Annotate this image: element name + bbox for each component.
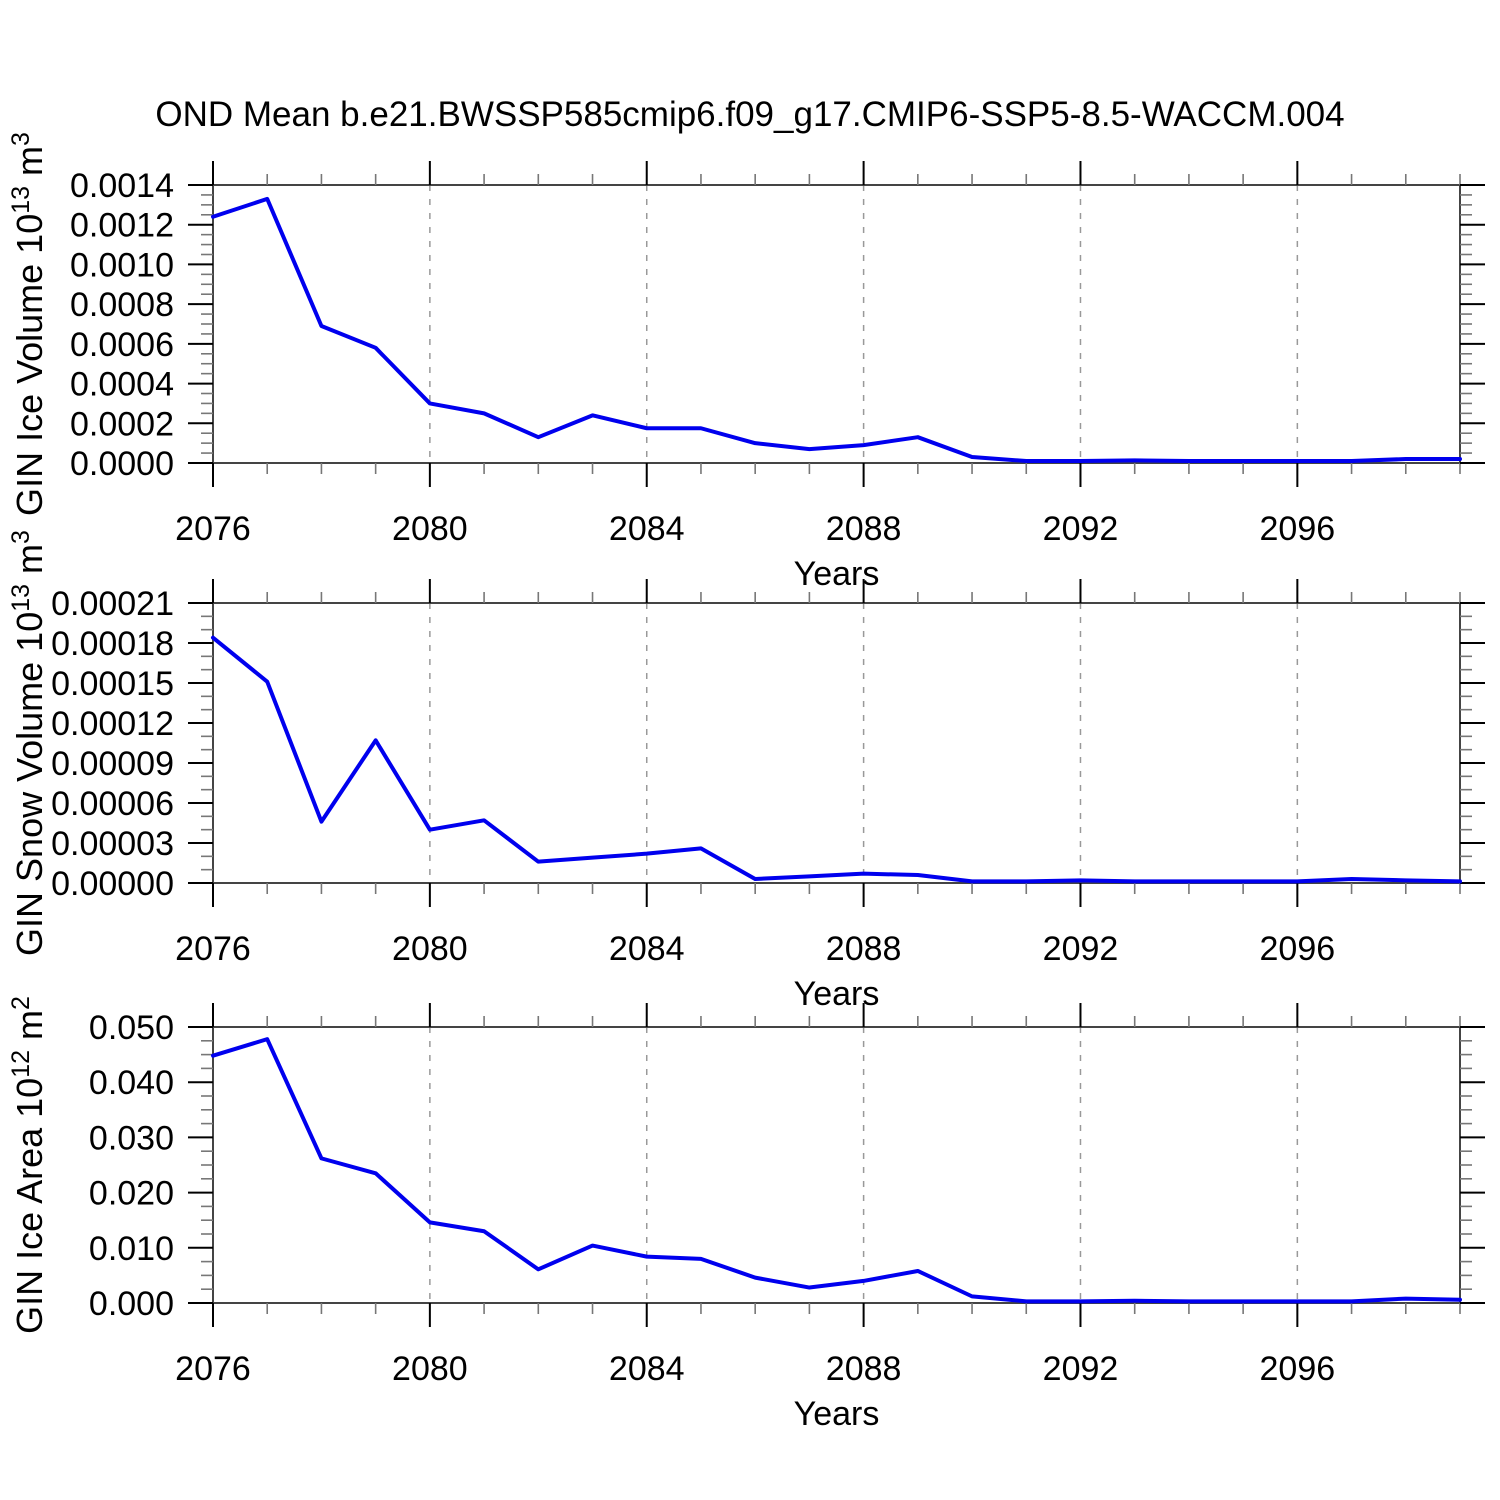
y-tick-label: 0.0004 — [70, 366, 174, 404]
x-tick-label: 2080 — [392, 1350, 468, 1388]
y-tick-label: 0.0010 — [70, 246, 174, 284]
figure-title: OND Mean b.e21.BWSSP585cmip6.f09_g17.CMI… — [155, 95, 1345, 134]
y-tick-label: 0.00003 — [51, 825, 174, 863]
y-axis-title: GIN Ice Area 1012 m2 — [7, 996, 50, 1334]
x-tick-label: 2084 — [609, 510, 685, 548]
x-tick-label: 2084 — [609, 1350, 685, 1388]
gin-ice-area-line — [211, 1037, 1462, 1304]
x-tick-label: 2080 — [392, 930, 468, 968]
y-tick-label: 0.00015 — [51, 665, 174, 703]
x-tick-label: 2096 — [1260, 1350, 1336, 1388]
x-tick-label: 2088 — [826, 510, 902, 548]
y-tick-label: 0.0008 — [70, 286, 174, 324]
y-tick-label: 0.040 — [89, 1064, 174, 1102]
x-tick-label: 2080 — [392, 510, 468, 548]
x-tick-label: 2076 — [175, 1350, 251, 1388]
y-tick-label: 0.000 — [89, 1285, 174, 1323]
gin-ice-volume-line — [211, 196, 1462, 464]
y-tick-label: 0.050 — [89, 1009, 174, 1047]
x-tick-label: 2092 — [1043, 510, 1119, 548]
y-tick-label: 0.00021 — [51, 585, 174, 623]
x-tick-label: 2092 — [1043, 930, 1119, 968]
x-tick-label: 2096 — [1260, 510, 1336, 548]
y-tick-label: 0.00009 — [51, 745, 174, 783]
x-axis-title: Years — [794, 1395, 880, 1433]
y-tick-label: 0.0000 — [70, 445, 174, 483]
y-axis-title: GIN Ice Volume 1013 m3 — [7, 132, 50, 516]
x-tick-label: 2076 — [175, 930, 251, 968]
x-tick-label: 2088 — [826, 930, 902, 968]
x-tick-label: 2076 — [175, 510, 251, 548]
y-axis-title: GIN Snow Volume 1013 m3 — [7, 530, 50, 956]
y-tick-label: 0.0014 — [70, 167, 174, 205]
x-tick-label: 2096 — [1260, 930, 1336, 968]
y-tick-label: 0.00012 — [51, 705, 174, 743]
y-tick-label: 0.020 — [89, 1175, 174, 1213]
y-tick-label: 0.030 — [89, 1119, 174, 1157]
gin-snow-volume-line — [211, 635, 1462, 884]
y-tick-label: 0.00000 — [51, 865, 174, 903]
y-tick-label: 0.0002 — [70, 405, 174, 443]
x-axis-title: Years — [794, 555, 880, 593]
x-tick-label: 2088 — [826, 1350, 902, 1388]
x-tick-label: 2084 — [609, 930, 685, 968]
y-tick-label: 0.0012 — [70, 207, 174, 245]
x-tick-label: 2092 — [1043, 1350, 1119, 1388]
y-tick-label: 0.00018 — [51, 625, 174, 663]
y-tick-label: 0.010 — [89, 1230, 174, 1268]
x-axis-title: Years — [794, 975, 880, 1013]
y-tick-label: 0.00006 — [51, 785, 174, 823]
y-tick-label: 0.0006 — [70, 326, 174, 364]
